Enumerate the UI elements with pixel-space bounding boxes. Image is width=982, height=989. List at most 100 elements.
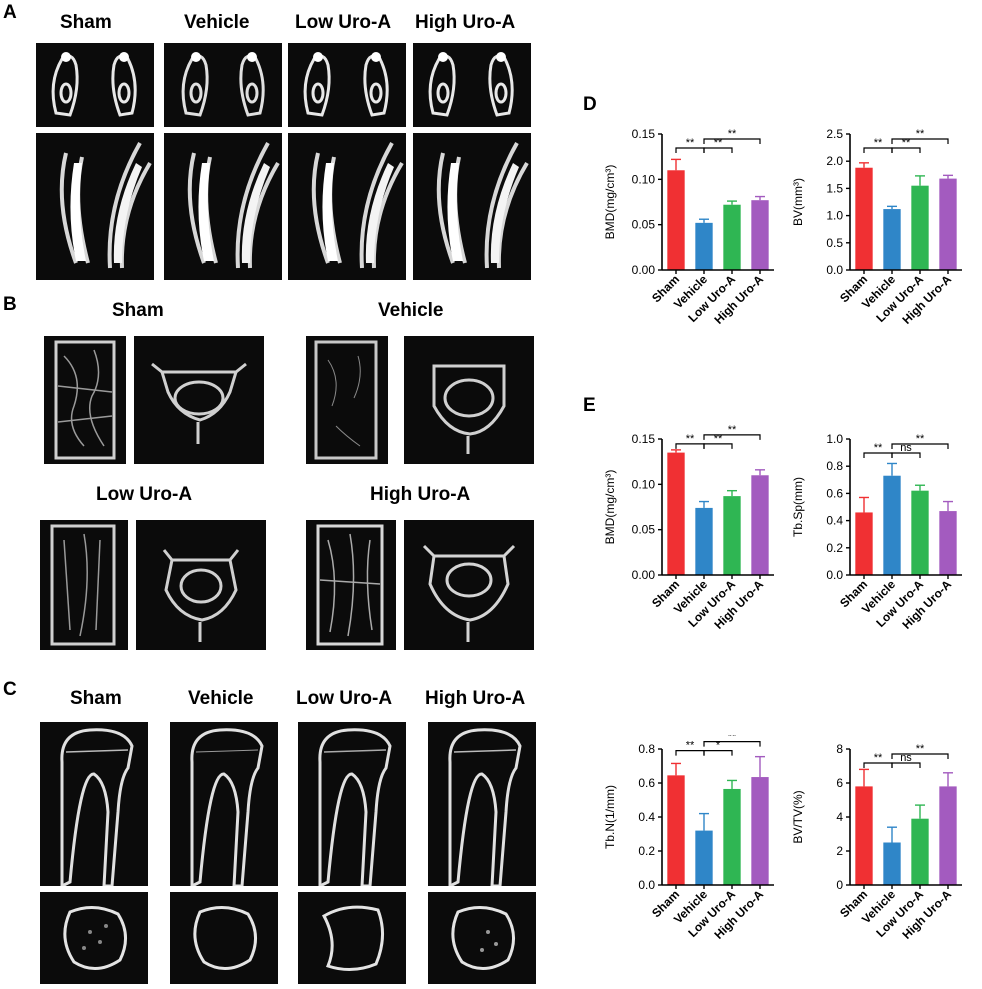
bar-0 [855,786,873,885]
significance-label: ** [728,128,737,140]
panel-letter-a: A [3,2,17,23]
panel-letter-e: E [583,395,596,416]
significance-bracket [891,452,921,458]
panel-a-label-low: Low Uro-A [295,12,392,33]
bar-2 [723,496,741,575]
significance-label: ** [714,433,723,445]
y-tick-label: 0.6 [638,776,655,790]
ct-image-c-high-axial [428,892,536,984]
ct-image-a-high-axial [413,43,531,127]
y-tick-label: 1.0 [826,432,843,446]
significance-bracket [703,443,733,449]
ct-image-c-vehicle-axial [170,892,278,984]
significance-label: ns [900,442,912,454]
significance-label: ** [686,433,695,445]
panel-letter-c: C [3,679,17,700]
ct-image-b-high-axial [404,520,534,650]
panel-c-label-sham: Sham [70,688,122,709]
significance-bracket [891,753,949,759]
ct-image-b-low-axial [136,520,266,650]
y-tick-label: 0.2 [826,541,843,555]
bar-1 [883,475,901,575]
significance-label: ** [902,137,911,149]
y-tick-label: 0.6 [826,486,843,500]
y-tick-label: 0.8 [826,459,843,473]
panel-b-label-vehicle: Vehicle [378,300,444,321]
bar-1 [883,209,901,270]
significance-label: ** [874,442,883,454]
bar-0 [667,775,685,885]
bar-0 [667,170,685,270]
y-tick-label: 0.0 [826,263,843,277]
chart-e-tbn: Tb.N(1/mm) 0.0 0.2 0.4 0.6 0.8 Sham Vehicle Low … [600,731,790,945]
panel-c-label-low: Low Uro-A [296,688,393,709]
panel-letter-b: B [3,294,17,315]
y-tick-label: 0.10 [632,477,656,491]
panel-a-label-high: High Uro-A [415,12,516,33]
ct-image-a-low-sagittal [288,133,406,280]
significance-bracket [891,147,921,153]
y-tick-label: 4 [836,810,843,824]
chart-d-bv: BV(mm³) 0.0 0.5 1.0 1.5 2.0 2.5 Sham Vehicle Low … [788,120,978,327]
ct-image-a-vehicle-axial [164,43,282,127]
panel-a-label-vehicle: Vehicle [184,12,250,33]
significance-label: * [716,740,721,752]
y-tick-label: 0.10 [632,172,656,186]
ct-image-c-high-sagittal [428,722,536,886]
ct-image-c-sham-axial [40,892,148,984]
chart-e-bvtv: BV/TV(%) 0 2 4 6 8 Sham Vehicle Low Uro-A High Ur… [788,735,978,945]
significance-label: ** [916,743,925,755]
ct-image-b-high-sagittal [306,520,396,650]
y-tick-label: 0.0 [826,568,843,582]
bar-3 [939,786,957,885]
bar-2 [911,185,929,270]
ct-image-b-sham-axial [134,336,264,464]
bar-2 [723,204,741,270]
ct-image-a-sham-axial [36,43,154,127]
bar-2 [911,490,929,575]
y-tick-label: 2.0 [826,154,843,168]
ct-image-c-low-axial [298,892,406,984]
significance-label: ** [874,137,883,149]
y-tick-label: 0.4 [638,810,655,824]
ct-image-b-vehicle-sagittal [306,336,388,464]
y-tick-label: 2.5 [826,127,843,141]
significance-label: ** [714,137,723,149]
chart-e-bmd: BMD(mg/cm³) 0.00 0.05 0.10 0.15 Sham Vehicle Lo… [600,424,790,635]
ct-image-c-sham-sagittal [40,722,148,886]
significance-label: ** [686,740,695,752]
panel-a-label-sham: Sham [60,12,112,33]
significance-label: ** [916,433,925,445]
significance-bracket [891,762,921,768]
y-axis-label: Tb.N(1/mm) [603,785,617,849]
bar-1 [695,830,713,885]
y-tick-label: 0.05 [632,218,656,232]
ct-image-c-vehicle-sagittal [170,722,278,886]
panel-b-label-sham: Sham [112,300,164,321]
significance-label: ** [728,735,737,743]
y-axis-label: BMD(mg/cm³) [603,165,617,240]
bar-0 [667,452,685,575]
ct-image-a-sham-sagittal [36,133,154,280]
significance-bracket [703,147,733,153]
ct-image-a-vehicle-sagittal [164,133,282,280]
ct-image-b-low-sagittal [40,520,128,650]
y-tick-label: 0.2 [638,844,655,858]
ct-image-b-sham-sagittal [44,336,126,464]
y-axis-label: BV(mm³) [791,178,805,226]
significance-label: ns [900,752,912,764]
panel-letter-d: D [583,94,597,115]
significance-bracket [891,443,949,449]
bar-2 [723,788,741,885]
y-axis-label: BMD(mg/cm³) [603,470,617,545]
significance-label: ** [728,425,737,436]
bar-3 [939,178,957,270]
significance-label: ** [686,137,695,149]
ct-image-a-high-sagittal [413,133,531,280]
bar-1 [695,222,713,270]
y-tick-label: 0.0 [638,878,655,892]
y-tick-label: 1.0 [826,209,843,223]
y-tick-label: 0.15 [632,127,656,141]
y-axis-label: Tb.Sp(mm) [791,477,805,537]
bar-3 [939,511,957,575]
